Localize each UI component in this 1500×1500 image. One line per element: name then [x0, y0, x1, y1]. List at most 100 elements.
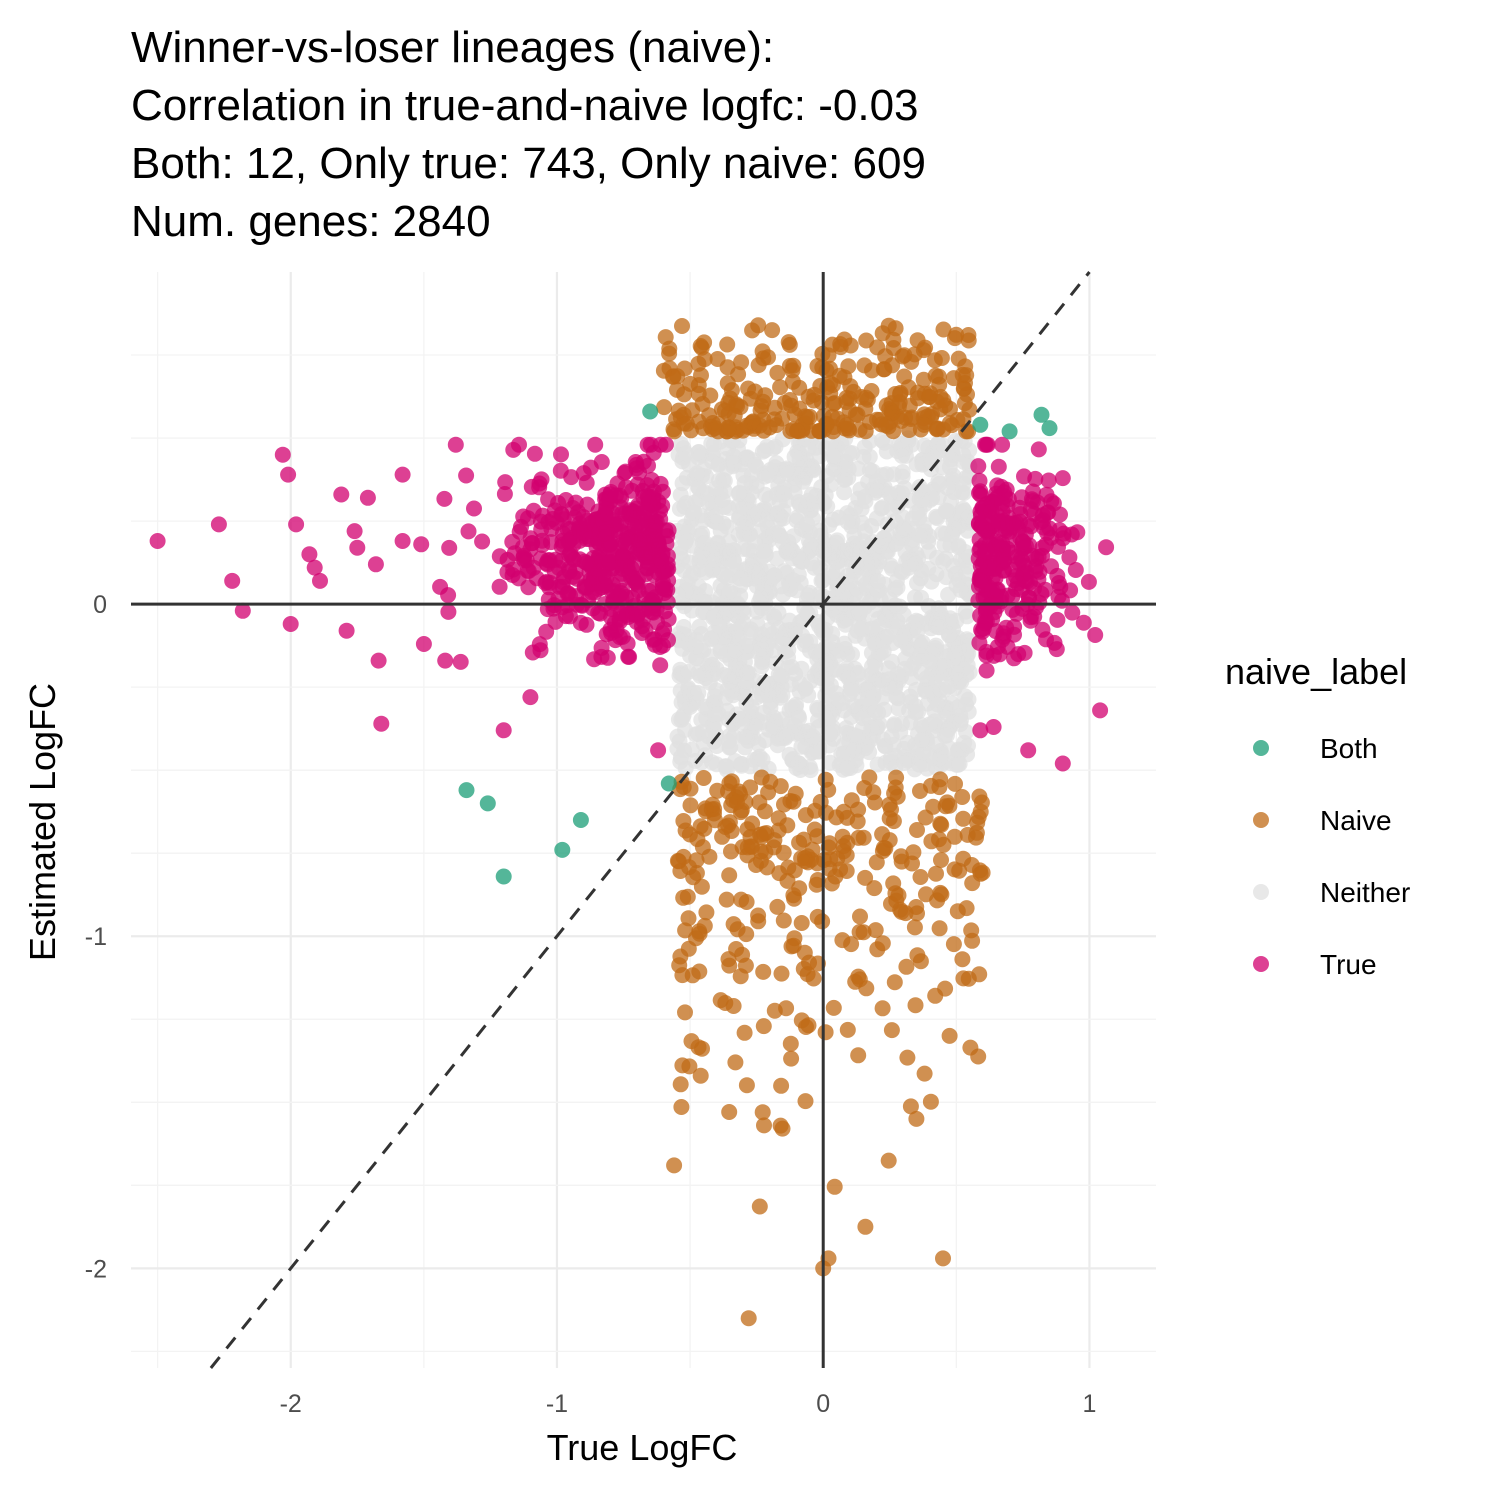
- point-true: [1050, 538, 1066, 555]
- point-true: [586, 568, 603, 585]
- legend-key-true: [1253, 956, 1269, 972]
- point-true: [563, 469, 580, 486]
- point-true: [1022, 612, 1039, 629]
- point-true: [288, 516, 305, 533]
- y-tick-label: 0: [93, 591, 107, 619]
- point-naive: [723, 773, 740, 790]
- point-naive: [780, 334, 797, 351]
- point-naive: [784, 362, 801, 379]
- point-neither: [804, 728, 821, 745]
- point-naive: [783, 938, 800, 955]
- point-naive: [941, 1027, 958, 1044]
- point-neither: [732, 570, 748, 587]
- point-naive: [771, 865, 788, 882]
- point-naive: [682, 797, 699, 814]
- point-naive: [785, 793, 802, 810]
- point-naive: [974, 864, 991, 881]
- point-naive: [867, 922, 884, 939]
- title-line-2: Correlation in true-and-naive logfc: -0.…: [131, 81, 919, 130]
- point-true: [1006, 618, 1023, 635]
- point-neither: [913, 589, 930, 606]
- point-naive: [677, 822, 694, 839]
- point-true: [1027, 470, 1044, 487]
- point-true: [994, 436, 1011, 453]
- point-true: [491, 578, 508, 595]
- point-true: [1020, 742, 1037, 759]
- point-neither: [875, 633, 892, 650]
- point-neither: [886, 716, 903, 733]
- point-naive: [916, 416, 933, 433]
- point-naive: [799, 966, 816, 983]
- point-true: [1075, 614, 1092, 631]
- point-naive: [836, 369, 853, 386]
- point-neither: [766, 567, 783, 584]
- point-naive: [838, 389, 855, 406]
- point-true: [971, 485, 987, 502]
- point-naive: [868, 854, 885, 871]
- point-neither: [940, 678, 957, 695]
- point-naive: [721, 1104, 738, 1120]
- point-neither: [756, 543, 772, 560]
- point-naive: [825, 395, 842, 412]
- point-true: [1030, 441, 1047, 458]
- point-naive: [740, 1310, 757, 1327]
- point-naive: [850, 1047, 867, 1064]
- point-true: [978, 662, 995, 679]
- point-naive: [855, 829, 872, 846]
- point-true: [466, 500, 482, 517]
- point-naive: [783, 1050, 800, 1067]
- point-true: [599, 649, 616, 666]
- point-naive: [718, 891, 735, 908]
- point-true: [522, 689, 539, 706]
- point-true: [1087, 627, 1104, 643]
- point-naive: [696, 917, 713, 934]
- point-naive: [757, 387, 774, 404]
- point-naive: [755, 422, 772, 439]
- point-neither: [894, 564, 911, 581]
- point-naive: [738, 926, 755, 943]
- point-naive: [825, 999, 842, 1016]
- point-true: [367, 556, 384, 573]
- point-naive: [695, 770, 712, 786]
- point-naive: [669, 381, 685, 398]
- point-true: [977, 615, 994, 632]
- point-naive: [887, 320, 904, 337]
- point-neither: [910, 703, 927, 720]
- point-neither: [752, 636, 769, 653]
- point-naive: [912, 953, 929, 970]
- point-neither: [837, 460, 854, 477]
- point-naive: [909, 905, 925, 922]
- point-naive: [918, 886, 934, 903]
- point-true: [149, 533, 166, 549]
- reference-lines: [131, 271, 1156, 1369]
- point-true: [346, 523, 363, 540]
- point-neither: [800, 687, 817, 704]
- point-neither: [854, 570, 871, 587]
- point-neither: [702, 631, 719, 648]
- point-naive: [892, 901, 909, 918]
- point-neither: [793, 738, 810, 755]
- point-neither: [707, 551, 724, 568]
- x-tick-label: -1: [546, 1390, 568, 1418]
- point-true: [1064, 604, 1081, 621]
- point-naive: [947, 775, 963, 792]
- point-neither: [721, 583, 738, 600]
- point-naive: [857, 423, 874, 440]
- y-tick-label: -1: [85, 923, 107, 951]
- point-neither: [706, 609, 723, 626]
- point-neither: [883, 728, 900, 745]
- point-naive: [941, 415, 958, 432]
- point-naive: [931, 920, 948, 937]
- point-naive: [755, 963, 772, 980]
- point-true: [586, 651, 603, 668]
- point-true: [1013, 550, 1030, 567]
- point-naive: [755, 1018, 772, 1035]
- point-true: [1054, 470, 1071, 487]
- point-true: [615, 533, 632, 550]
- point-naive: [843, 792, 860, 809]
- point-true: [602, 484, 619, 500]
- point-naive: [737, 794, 754, 810]
- point-naive: [738, 1077, 755, 1094]
- point-naive: [960, 970, 977, 987]
- point-true: [1048, 641, 1065, 658]
